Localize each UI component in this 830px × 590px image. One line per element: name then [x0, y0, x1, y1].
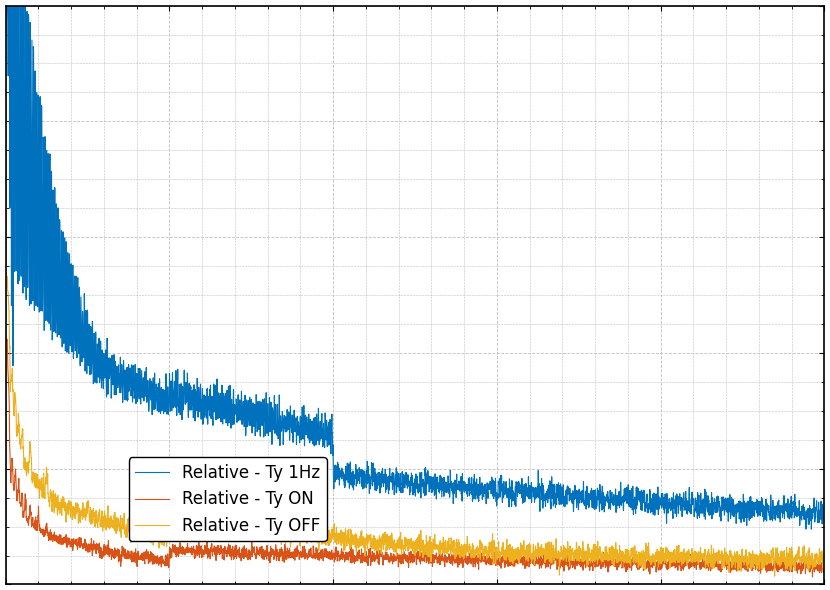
Relative - Ty ON — [149, 554, 159, 561]
Relative - Ty OFF — [492, 545, 502, 552]
Relative - Ty 1Hz — [314, 419, 324, 427]
Relative - Ty 1Hz — [807, 526, 817, 533]
Relative - Ty ON — [314, 553, 324, 560]
Line: Relative - Ty OFF: Relative - Ty OFF — [6, 273, 824, 576]
Relative - Ty 1Hz — [612, 506, 622, 513]
Legend: Relative - Ty 1Hz, Relative - Ty ON, Relative - Ty OFF: Relative - Ty 1Hz, Relative - Ty ON, Rel… — [129, 457, 327, 542]
Relative - Ty 1Hz — [819, 520, 829, 527]
Relative - Ty 1Hz — [1, 306, 11, 313]
Relative - Ty ON — [819, 560, 829, 568]
Relative - Ty OFF — [534, 544, 544, 551]
Relative - Ty OFF — [819, 552, 829, 559]
Line: Relative - Ty ON: Relative - Ty ON — [6, 338, 824, 577]
Relative - Ty OFF — [769, 573, 779, 580]
Relative - Ty OFF — [149, 528, 159, 535]
Relative - Ty 1Hz — [674, 493, 684, 500]
Relative - Ty ON — [2, 335, 12, 342]
Relative - Ty ON — [612, 556, 622, 563]
Relative - Ty 1Hz — [492, 498, 502, 505]
Relative - Ty OFF — [314, 531, 324, 538]
Relative - Ty 1Hz — [534, 467, 544, 474]
Relative - Ty OFF — [612, 547, 622, 554]
Relative - Ty OFF — [1, 430, 11, 437]
Relative - Ty ON — [492, 552, 502, 559]
Relative - Ty OFF — [674, 542, 684, 549]
Relative - Ty 1Hz — [2, 2, 12, 9]
Relative - Ty ON — [1, 458, 11, 466]
Relative - Ty ON — [674, 560, 684, 567]
Relative - Ty ON — [808, 573, 818, 581]
Relative - Ty ON — [534, 560, 544, 567]
Relative - Ty 1Hz — [149, 381, 159, 388]
Relative - Ty OFF — [2, 269, 12, 276]
Line: Relative - Ty 1Hz: Relative - Ty 1Hz — [6, 5, 824, 529]
